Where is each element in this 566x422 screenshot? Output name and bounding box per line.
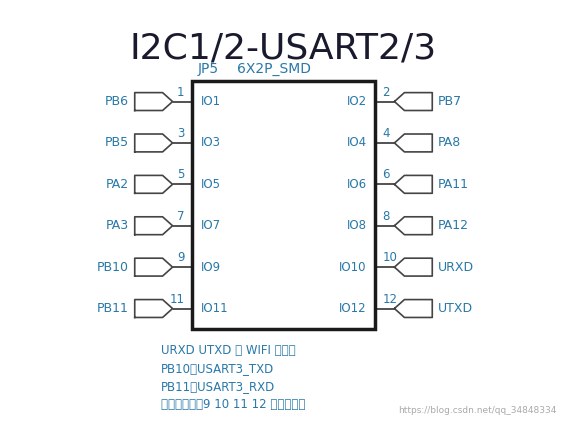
Text: PA12: PA12 [438,219,469,232]
Bar [192,81,375,329]
Text: 3: 3 [177,127,185,140]
Polygon shape [395,176,432,193]
Text: 4: 4 [383,127,390,140]
Text: 9: 9 [177,251,185,264]
Text: https://blog.csdn.net/qq_34848334: https://blog.csdn.net/qq_34848334 [398,406,556,415]
Polygon shape [135,134,173,152]
Text: IO7: IO7 [200,219,221,232]
Polygon shape [395,217,432,235]
Text: IO5: IO5 [200,178,220,191]
Text: 10: 10 [383,251,397,264]
Text: PA3: PA3 [106,219,128,232]
Polygon shape [135,258,173,276]
Text: PB5: PB5 [105,136,128,149]
Text: 11: 11 [169,292,185,306]
Polygon shape [395,300,432,317]
Text: PA2: PA2 [106,178,128,191]
Text: UTXD: UTXD [438,302,473,315]
Text: IO8: IO8 [346,219,367,232]
Text: IO12: IO12 [339,302,367,315]
Text: PB6: PB6 [105,95,128,108]
Text: 7: 7 [177,210,185,223]
Polygon shape [135,92,173,111]
Text: 1: 1 [177,86,185,99]
Text: 8: 8 [383,210,390,223]
Text: 5: 5 [177,168,185,181]
Text: IO2: IO2 [346,95,367,108]
Polygon shape [135,217,173,235]
Text: PB11: PB11 [97,302,128,315]
Text: IO11: IO11 [200,302,228,315]
Text: IO4: IO4 [346,136,367,149]
Text: PA11: PA11 [438,178,469,191]
Polygon shape [135,300,173,317]
Text: IO6: IO6 [346,178,367,191]
Text: URXD UTXD 是 WIFI 的接口: URXD UTXD 是 WIFI 的接口 [161,344,295,357]
Text: PB11：USART3_RXD: PB11：USART3_RXD [161,380,275,393]
Text: IO10: IO10 [339,261,367,273]
Text: I2C1/2-USART2/3: I2C1/2-USART2/3 [130,31,436,65]
Text: 6X2P_SMD: 6X2P_SMD [237,62,311,76]
Polygon shape [135,176,173,193]
Polygon shape [395,134,432,152]
Text: IO3: IO3 [200,136,220,149]
Text: IO1: IO1 [200,95,221,108]
Text: 6: 6 [383,168,390,181]
Text: PA8: PA8 [438,136,461,149]
Text: 2: 2 [383,86,390,99]
Text: 12: 12 [383,292,397,306]
Polygon shape [395,258,432,276]
Text: 默认情况下，9 10 11 12 用跳帽短接: 默认情况下，9 10 11 12 用跳帽短接 [161,398,305,411]
Text: URXD: URXD [438,261,474,273]
Text: PB7: PB7 [438,95,462,108]
Text: JP5: JP5 [198,62,218,76]
Text: IO9: IO9 [200,261,221,273]
Polygon shape [395,92,432,111]
Text: PB10：USART3_TXD: PB10：USART3_TXD [161,362,274,375]
Text: PB10: PB10 [97,261,128,273]
